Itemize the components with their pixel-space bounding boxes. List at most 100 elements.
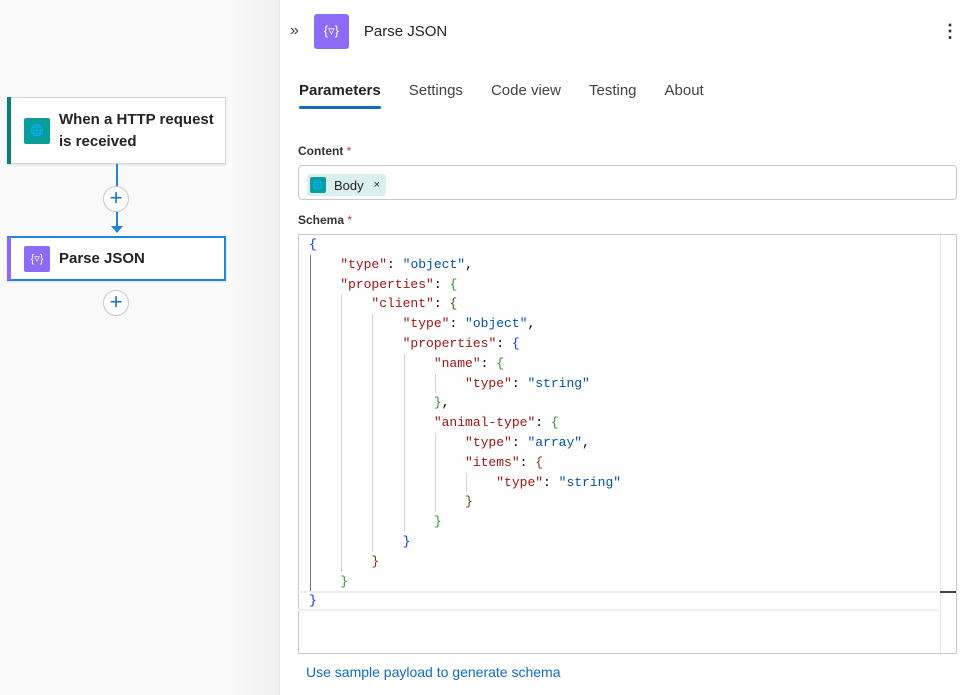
http-request-icon: 🌐 (310, 177, 326, 193)
collapse-panel-icon[interactable]: » (290, 22, 299, 39)
indent-guide (403, 353, 405, 532)
code-line: } (309, 532, 621, 552)
code-line: { (309, 235, 621, 255)
code-token: : (543, 474, 559, 490)
tab-testing[interactable]: Testing (588, 82, 637, 99)
code-token: "animal-type" (433, 415, 536, 431)
trigger-node-http-request[interactable]: 🌐 When a HTTP request is received (7, 97, 226, 164)
scrollbar-marker (940, 591, 956, 593)
code-token: : (387, 256, 403, 272)
panel-title: Parse JSON (363, 22, 448, 40)
code-token: { (496, 355, 505, 371)
connector-line (116, 164, 118, 188)
workflow-canvas: 🌐 When a HTTP request is received + {▿} … (0, 0, 279, 695)
code-line: } (309, 572, 621, 592)
code-token: "properties" (402, 335, 497, 351)
node-accent-bar (7, 237, 11, 280)
current-line-highlight (298, 591, 938, 611)
code-token: { (535, 454, 544, 470)
code-line: "animal-type": { (309, 413, 621, 433)
arrow-head-icon (111, 226, 123, 233)
code-token: "type" (496, 474, 544, 490)
code-token: "name" (433, 355, 481, 371)
code-token: : (433, 296, 450, 312)
code-line: "items": { (309, 453, 621, 473)
tab-about[interactable]: About (664, 82, 704, 99)
code-line: "properties": { (309, 334, 621, 354)
code-token: , (465, 256, 473, 272)
code-token: } (340, 573, 349, 589)
content-input[interactable]: 🌐 Body × (298, 165, 957, 200)
tab-parameters[interactable]: Parameters (299, 82, 381, 109)
code-token: : (535, 415, 551, 431)
code-token: : (433, 276, 450, 292)
indent-guide (434, 433, 436, 513)
code-line: }, (309, 393, 621, 413)
panel-tabs: Parameters Settings Code view Testing Ab… (299, 82, 732, 109)
code-token: "type" (340, 256, 388, 272)
code-token: "type" (402, 316, 450, 332)
code-token: } (309, 593, 317, 609)
code-token: "client" (371, 296, 434, 312)
tab-settings[interactable]: Settings (408, 82, 463, 99)
code-token: } (433, 395, 442, 411)
code-token: : (480, 355, 497, 371)
code-token: { (511, 335, 520, 351)
remove-token-icon[interactable]: × (373, 179, 381, 191)
code-line: "type": "string" (309, 473, 621, 493)
code-token: , (441, 395, 450, 411)
code-token: { (449, 276, 458, 292)
node-accent-bar (7, 97, 11, 164)
use-sample-payload-link[interactable]: Use sample payload to generate schema (306, 664, 561, 680)
code-line: "type": "array", (309, 433, 621, 453)
code-token: } (465, 494, 473, 510)
schema-label-text: Schema (298, 213, 345, 227)
code-line: } (309, 492, 621, 512)
parse-json-icon: {▿} (313, 13, 349, 49)
tab-code-view[interactable]: Code view (490, 82, 561, 99)
schema-code: { "type": "object", "properties": { "cli… (309, 235, 621, 611)
node-label: Parse JSON (59, 249, 145, 267)
code-token: "array" (527, 434, 583, 450)
indent-guide (341, 294, 343, 572)
code-token: } (402, 533, 411, 549)
code-token: "items" (465, 454, 520, 470)
code-token: { (550, 415, 559, 431)
code-token: : (519, 454, 536, 470)
indent-guide (372, 314, 374, 552)
required-mark: * (347, 213, 353, 227)
code-token: } (433, 514, 442, 530)
schema-editor[interactable]: { "type": "object", "properties": { "cli… (298, 234, 957, 654)
code-token: "string" (558, 474, 622, 490)
add-step-button[interactable]: + (103, 290, 129, 316)
code-token: : (511, 375, 528, 391)
code-token: { (449, 296, 458, 312)
body-token[interactable]: 🌐 Body × (307, 174, 387, 196)
more-options-icon[interactable]: ⋮ (941, 20, 959, 41)
code-line: "properties": { (309, 275, 621, 295)
add-step-button[interactable]: + (103, 186, 129, 212)
code-token: "string" (527, 375, 590, 391)
indent-guide (466, 472, 467, 493)
content-label-text: Content (298, 144, 344, 158)
code-token: "type" (465, 375, 512, 391)
code-line: "name": { (309, 354, 621, 374)
required-mark: * (346, 144, 352, 158)
code-token: "type" (465, 434, 512, 450)
code-line: } (309, 591, 621, 611)
code-token: } (371, 553, 380, 569)
code-line: "type": "string" (309, 374, 621, 394)
schema-label: Schema * (298, 213, 352, 227)
indent-guide (434, 373, 436, 394)
editor-scrollbar[interactable] (940, 235, 956, 653)
code-line: "type": "object", (309, 255, 621, 275)
code-token: { (309, 237, 317, 252)
node-label: When a HTTP request is received (59, 110, 214, 150)
code-token: : (449, 316, 466, 332)
code-token: : (511, 434, 528, 450)
panel-header: » {▿} Parse JSON ⋮ (280, 13, 971, 49)
indent-guide (310, 254, 311, 592)
action-node-parse-json[interactable]: {▿} Parse JSON (7, 236, 226, 281)
parse-json-icon: {▿} (24, 245, 50, 272)
connector-arrow (116, 212, 118, 232)
